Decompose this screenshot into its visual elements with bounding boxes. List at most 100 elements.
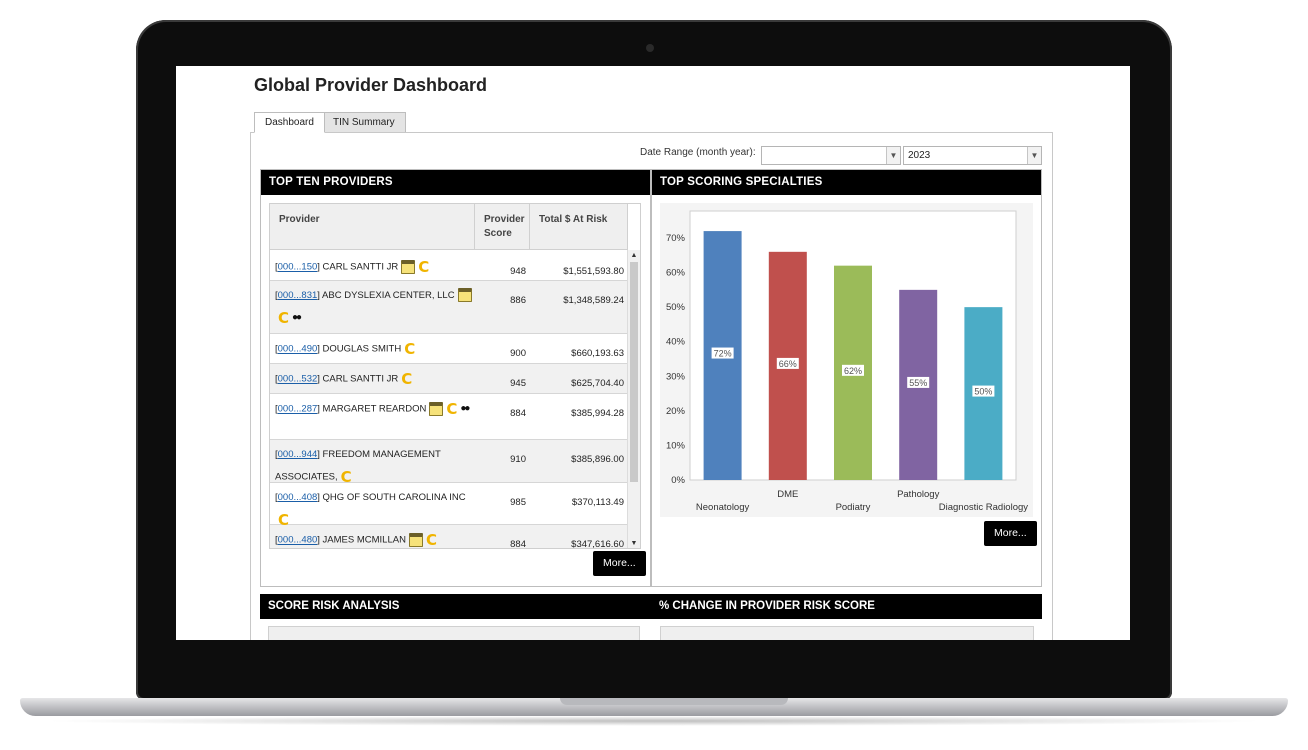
y-tick-label: 40% xyxy=(666,337,686,348)
provider-name: FREEDOM MANAGEMENT ASSOCIATES, xyxy=(275,449,441,483)
c-icon[interactable]: C xyxy=(418,258,430,276)
provider-score: 985 xyxy=(510,497,526,508)
x-tick-label: Podiatry xyxy=(836,502,871,513)
c-icon[interactable]: C xyxy=(401,370,413,388)
screen: Global Provider Dashboard Dashboard TIN … xyxy=(176,66,1130,640)
year-select-value: 2023 xyxy=(908,150,931,161)
column-header-total[interactable]: Total $ At Risk xyxy=(530,204,628,250)
provider-total-at-risk: $385,994.28 xyxy=(571,408,624,419)
provider-total-at-risk: $1,551,593.80 xyxy=(563,266,624,277)
provider-cell: [000...831] ABC DYSLEXIA CENTER, LLCC ●● xyxy=(275,285,475,330)
provider-cell: [000...150] CARL SANTTI JR C xyxy=(275,258,430,276)
provider-score: 884 xyxy=(510,539,526,549)
c-icon[interactable]: C xyxy=(278,309,290,327)
provider-name: QHG OF SOUTH CAROLINA INC xyxy=(322,492,466,503)
score-risk-header: SCORE RISK ANALYSIS xyxy=(260,594,651,619)
y-tick-label: 30% xyxy=(666,371,686,382)
laptop-base xyxy=(20,698,1288,716)
table-row: [000...287] MARGARET REARDON C ●● 884 $385,9… xyxy=(270,394,628,440)
column-header-score[interactable]: Provider Score xyxy=(475,204,530,250)
provider-score: 886 xyxy=(510,295,526,306)
providers-more-button[interactable]: More... xyxy=(593,551,646,576)
data-label: 72% xyxy=(714,349,732,359)
table-row: [000...944] FREEDOM MANAGEMENT ASSOCIATE… xyxy=(270,440,628,486)
pct-change-header: % CHANGE IN PROVIDER RISK SCORE xyxy=(651,594,1042,619)
year-select[interactable]: 2023 ▼ xyxy=(903,146,1042,165)
provider-total-at-risk: $370,113.49 xyxy=(571,497,624,508)
top-providers-header: TOP TEN PROVIDERS xyxy=(261,170,650,195)
scroll-down-icon[interactable]: ▼ xyxy=(630,540,638,547)
date-range-label: Date Range (month year): xyxy=(640,147,756,158)
providers-table: Provider Provider Score Total $ At Risk … xyxy=(269,203,641,549)
y-tick-label: 10% xyxy=(666,440,686,451)
table-row: [000...150] CARL SANTTI JR C 948 $1,551,593… xyxy=(270,252,628,281)
provider-id-link[interactable]: 000...944 xyxy=(277,449,318,460)
c-icon[interactable]: C xyxy=(278,511,290,529)
provider-cell: [000...480] JAMES MCMILLAN C xyxy=(275,531,437,549)
provider-name: CARL SANTTI JR xyxy=(322,261,399,273)
c-icon[interactable]: C xyxy=(404,340,416,358)
binoculars-icon[interactable]: ●● xyxy=(292,312,302,323)
provider-cell: [000...287] MARGARET REARDON C ●● xyxy=(275,400,470,418)
data-label-bg xyxy=(972,385,995,397)
c-icon[interactable]: C xyxy=(340,468,352,486)
provider-total-at-risk: $1,348,589.24 xyxy=(563,295,624,306)
x-tick-label: Neonatology xyxy=(696,502,750,513)
provider-name: JAMES MCMILLAN xyxy=(322,534,406,546)
note-icon[interactable] xyxy=(408,533,423,547)
provider-total-at-risk: $625,704.40 xyxy=(571,378,624,389)
note-icon[interactable] xyxy=(457,288,472,303)
scroll-thumb[interactable] xyxy=(630,262,638,482)
table-row: [000...408] QHG OF SOUTH CAROLINA INCC 98… xyxy=(270,483,628,529)
data-label: 55% xyxy=(909,378,927,388)
table-row: [000...490] DOUGLAS SMITH C 900 $660,193.63 xyxy=(270,334,628,364)
table-row: [000...532] CARL SANTTI JR C 945 $625,704.4… xyxy=(270,364,628,394)
score-risk-table xyxy=(268,626,640,640)
page-title: Global Provider Dashboard xyxy=(254,75,488,95)
provider-id-link[interactable]: 000...150 xyxy=(277,261,318,273)
table-scrollbar[interactable]: ▲ ▼ xyxy=(627,250,640,548)
provider-cell: [000...944] FREEDOM MANAGEMENT ASSOCIATE… xyxy=(275,449,441,486)
provider-id-link[interactable]: 000...287 xyxy=(277,403,318,415)
tab-dashboard[interactable]: Dashboard xyxy=(254,112,325,133)
chevron-down-icon: ▼ xyxy=(1027,147,1041,164)
c-icon[interactable]: C xyxy=(425,531,437,549)
top-specialties-widget: TOP SCORING SPECIALTIES 0% 10% 20% 30% 40% 50… xyxy=(651,169,1042,587)
specialties-more-button[interactable]: More... xyxy=(984,521,1037,546)
data-label: 50% xyxy=(974,387,992,397)
data-label-bg xyxy=(842,364,864,376)
camera xyxy=(646,44,654,52)
x-tick-label: Diagnostic Radiology xyxy=(939,502,1028,513)
data-label-bg xyxy=(907,376,930,388)
month-select[interactable]: ▼ xyxy=(761,146,901,165)
note-icon[interactable] xyxy=(429,402,444,416)
provider-name: CARL SANTTI JR xyxy=(322,373,399,385)
x-tick-label: Pathology xyxy=(897,489,940,500)
provider-name: DOUGLAS SMITH xyxy=(322,343,402,355)
table-row: [000...480] JAMES MCMILLAN C 884 $347,616.6… xyxy=(270,525,628,549)
provider-total-at-risk: $660,193.63 xyxy=(571,348,624,359)
c-icon[interactable]: C xyxy=(446,400,458,418)
provider-cell: [000...490] DOUGLAS SMITH C xyxy=(275,340,416,358)
provider-cell: [000...408] QHG OF SOUTH CAROLINA INCC xyxy=(275,492,466,529)
data-label-bg xyxy=(711,347,734,359)
specialties-bar-chart: 0% 10% 20% 30% 40% 50% 60% 70% 72% Neonatology 66%… xyxy=(666,210,1028,513)
y-tick-label: 20% xyxy=(666,406,686,417)
y-tick-label: 0% xyxy=(671,475,685,486)
column-header-provider[interactable]: Provider xyxy=(270,204,475,250)
provider-id-link[interactable]: 000...408 xyxy=(277,492,318,503)
laptop-shadow xyxy=(40,716,1268,726)
tab-tin-summary[interactable]: TIN Summary xyxy=(322,112,406,133)
provider-id-link[interactable]: 000...831 xyxy=(277,290,318,301)
provider-id-link[interactable]: 000...480 xyxy=(277,534,318,546)
binoculars-icon[interactable]: ●● xyxy=(460,403,470,414)
data-label: 66% xyxy=(779,359,797,369)
provider-id-link[interactable]: 000...490 xyxy=(277,343,318,355)
provider-score: 900 xyxy=(510,348,526,359)
provider-id-link[interactable]: 000...532 xyxy=(277,373,318,385)
scroll-up-icon[interactable]: ▲ xyxy=(630,252,638,259)
note-icon[interactable] xyxy=(401,260,416,274)
x-tick-label: DME xyxy=(777,489,798,500)
specialties-chart-area: 0% 10% 20% 30% 40% 50% 60% 70% 72% Neonatology 66%… xyxy=(660,203,1033,517)
provider-total-at-risk: $347,616.60 xyxy=(571,539,624,549)
